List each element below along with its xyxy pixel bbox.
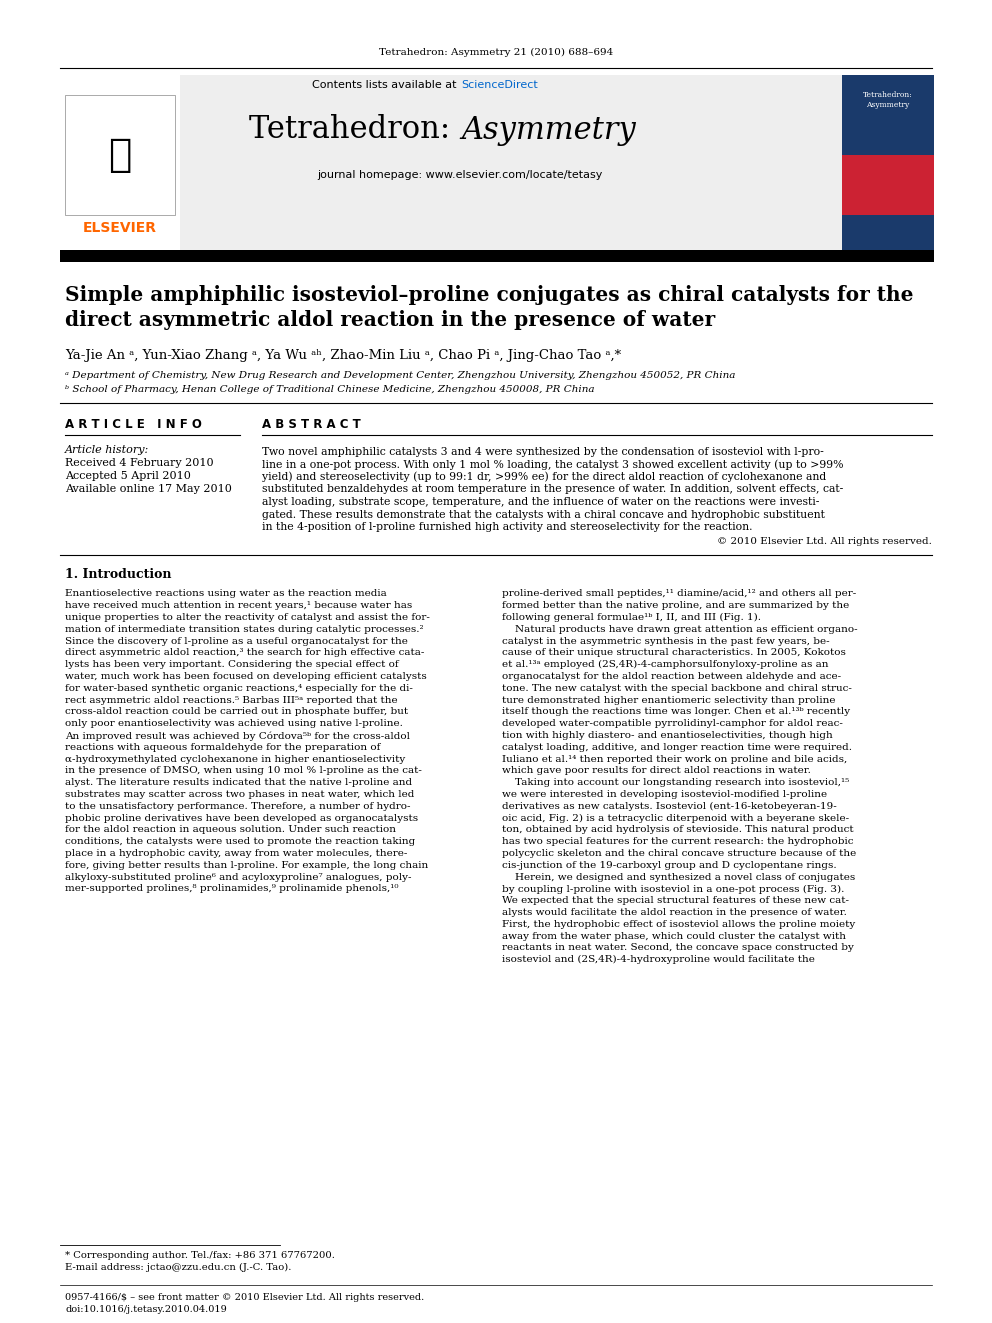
Text: in the 4-position of l-proline furnished high activity and stereoselectivity for: in the 4-position of l-proline furnished…	[262, 523, 753, 532]
Text: tion with highly diastero- and enantioselectivities, though high: tion with highly diastero- and enantiose…	[502, 732, 832, 740]
Text: for water-based synthetic organic reactions,⁴ especially for the di-: for water-based synthetic organic reacti…	[65, 684, 413, 693]
Text: fore, giving better results than l-proline. For example, the long chain: fore, giving better results than l-proli…	[65, 861, 429, 871]
Text: et al.¹³ᵃ employed (2S,4R)-4-camphorsulfonyloxy-proline as an: et al.¹³ᵃ employed (2S,4R)-4-camphorsulf…	[502, 660, 828, 669]
Text: conditions, the catalysts were used to promote the reaction taking: conditions, the catalysts were used to p…	[65, 837, 416, 847]
Text: ScienceDirect: ScienceDirect	[461, 79, 538, 90]
FancyBboxPatch shape	[842, 75, 934, 250]
Text: substituted benzaldehydes at room temperature in the presence of water. In addit: substituted benzaldehydes at room temper…	[262, 484, 843, 495]
Text: direct asymmetric aldol reaction in the presence of water: direct asymmetric aldol reaction in the …	[65, 310, 715, 329]
Text: Tetrahedron: Asymmetry 21 (2010) 688–694: Tetrahedron: Asymmetry 21 (2010) 688–694	[379, 48, 613, 57]
Text: in the presence of DMSO, when using 10 mol % l-proline as the cat-: in the presence of DMSO, when using 10 m…	[65, 766, 422, 775]
Text: alysts would facilitate the aldol reaction in the presence of water.: alysts would facilitate the aldol reacti…	[502, 908, 847, 917]
Text: A R T I C L E   I N F O: A R T I C L E I N F O	[65, 418, 202, 431]
Text: α-hydroxymethylated cyclohexanone in higher enantioselectivity: α-hydroxymethylated cyclohexanone in hig…	[65, 754, 406, 763]
Text: tone. The new catalyst with the special backbone and chiral struc-: tone. The new catalyst with the special …	[502, 684, 852, 693]
Text: ton, obtained by acid hydrolysis of stevioside. This natural product: ton, obtained by acid hydrolysis of stev…	[502, 826, 854, 835]
Text: place in a hydrophobic cavity, away from water molecules, there-: place in a hydrophobic cavity, away from…	[65, 849, 408, 859]
FancyBboxPatch shape	[60, 75, 842, 250]
Text: alyst loading, substrate scope, temperature, and the influence of water on the r: alyst loading, substrate scope, temperat…	[262, 497, 819, 507]
Text: line in a one-pot process. With only 1 mol % loading, the catalyst 3 showed exce: line in a one-pot process. With only 1 m…	[262, 459, 843, 470]
Text: cis-junction of the 19-carboxyl group and D cyclopentane rings.: cis-junction of the 19-carboxyl group an…	[502, 861, 836, 871]
Text: reactions with aqueous formaldehyde for the preparation of: reactions with aqueous formaldehyde for …	[65, 744, 380, 751]
Text: Article history:: Article history:	[65, 445, 149, 455]
Text: away from the water phase, which could cluster the catalyst with: away from the water phase, which could c…	[502, 931, 846, 941]
Text: Iuliano et al.¹⁴ then reported their work on proline and bile acids,: Iuliano et al.¹⁴ then reported their wor…	[502, 754, 847, 763]
Text: itself though the reactions time was longer. Chen et al.¹³ᵇ recently: itself though the reactions time was lon…	[502, 708, 850, 717]
Text: polycyclic skeleton and the chiral concave structure because of the: polycyclic skeleton and the chiral conca…	[502, 849, 856, 859]
Text: catalyst in the asymmetric synthesis in the past few years, be-: catalyst in the asymmetric synthesis in …	[502, 636, 829, 646]
Text: Taking into account our longstanding research into isosteviol,¹⁵: Taking into account our longstanding res…	[502, 778, 849, 787]
Text: formed better than the native proline, and are summarized by the: formed better than the native proline, a…	[502, 601, 849, 610]
Text: mation of intermediate transition states during catalytic processes.²: mation of intermediate transition states…	[65, 624, 424, 634]
Text: cause of their unique structural characteristics. In 2005, Kokotos: cause of their unique structural charact…	[502, 648, 846, 658]
Text: to the unsatisfactory performance. Therefore, a number of hydro-: to the unsatisfactory performance. There…	[65, 802, 411, 811]
Text: A B S T R A C T: A B S T R A C T	[262, 418, 361, 431]
Text: Two novel amphiphilic catalysts 3 and 4 were synthesized by the condensation of : Two novel amphiphilic catalysts 3 and 4 …	[262, 447, 823, 456]
Text: has two special features for the current research: the hydrophobic: has two special features for the current…	[502, 837, 853, 847]
Text: E-mail address: jctao@zzu.edu.cn (J.-C. Tao).: E-mail address: jctao@zzu.edu.cn (J.-C. …	[65, 1262, 292, 1271]
Text: substrates may scatter across two phases in neat water, which led: substrates may scatter across two phases…	[65, 790, 415, 799]
Text: Simple amphiphilic isosteviol–proline conjugates as chiral catalysts for the: Simple amphiphilic isosteviol–proline co…	[65, 284, 914, 306]
Text: Contents lists available at: Contents lists available at	[312, 79, 460, 90]
Text: doi:10.1016/j.tetasy.2010.04.019: doi:10.1016/j.tetasy.2010.04.019	[65, 1306, 227, 1315]
Text: cross-aldol reaction could be carried out in phosphate buffer, but: cross-aldol reaction could be carried ou…	[65, 708, 408, 717]
Text: yield) and stereoselectivity (up to 99:1 dr, >99% ee) for the direct aldol react: yield) and stereoselectivity (up to 99:1…	[262, 472, 826, 483]
Text: oic acid, Fig. 2) is a tetracyclic diterpenoid with a beyerane skele-: oic acid, Fig. 2) is a tetracyclic diter…	[502, 814, 849, 823]
Text: catalyst loading, additive, and longer reaction time were required.: catalyst loading, additive, and longer r…	[502, 744, 852, 751]
Text: * Corresponding author. Tel./fax: +86 371 67767200.: * Corresponding author. Tel./fax: +86 37…	[65, 1250, 335, 1259]
Text: alkyloxy-substituted proline⁶ and acyloxyproline⁷ analogues, poly-: alkyloxy-substituted proline⁶ and acylox…	[65, 873, 412, 881]
Text: Tetrahedron:
Asymmetry: Tetrahedron: Asymmetry	[863, 91, 913, 108]
Text: rect asymmetric aldol reactions.⁵ Barbas III⁵ᵃ reported that the: rect asymmetric aldol reactions.⁵ Barbas…	[65, 696, 398, 705]
Text: Received 4 February 2010: Received 4 February 2010	[65, 458, 213, 468]
Text: Accepted 5 April 2010: Accepted 5 April 2010	[65, 471, 190, 482]
Text: Herein, we designed and synthesized a novel class of conjugates: Herein, we designed and synthesized a no…	[502, 873, 855, 881]
Text: unique properties to alter the reactivity of catalyst and assist the for-: unique properties to alter the reactivit…	[65, 613, 430, 622]
FancyBboxPatch shape	[842, 155, 934, 216]
Text: developed water-compatible pyrrolidinyl-camphor for aldol reac-: developed water-compatible pyrrolidinyl-…	[502, 720, 843, 728]
Text: Enantioselective reactions using water as the reaction media: Enantioselective reactions using water a…	[65, 590, 387, 598]
Text: Natural products have drawn great attention as efficient organo-: Natural products have drawn great attent…	[502, 624, 858, 634]
Text: phobic proline derivatives have been developed as organocatalysts: phobic proline derivatives have been dev…	[65, 814, 418, 823]
Text: which gave poor results for direct aldol reactions in water.: which gave poor results for direct aldol…	[502, 766, 810, 775]
Text: have received much attention in recent years,¹ because water has: have received much attention in recent y…	[65, 601, 413, 610]
FancyBboxPatch shape	[65, 95, 175, 216]
Text: ᵇ School of Pharmacy, Henan College of Traditional Chinese Medicine, Zhengzhou 4: ᵇ School of Pharmacy, Henan College of T…	[65, 385, 594, 394]
Text: following general formulae¹ᵇ I, II, and III (Fig. 1).: following general formulae¹ᵇ I, II, and …	[502, 613, 761, 622]
Text: for the aldol reaction in aqueous solution. Under such reaction: for the aldol reaction in aqueous soluti…	[65, 826, 396, 835]
Text: organocatalyst for the aldol reaction between aldehyde and ace-: organocatalyst for the aldol reaction be…	[502, 672, 841, 681]
Text: mer-supported prolines,⁸ prolinamides,⁹ prolinamide phenols,¹⁰: mer-supported prolines,⁸ prolinamides,⁹ …	[65, 885, 399, 893]
Text: direct asymmetric aldol reaction,³ the search for high effective cata-: direct asymmetric aldol reaction,³ the s…	[65, 648, 425, 658]
Text: Tetrahedron:: Tetrahedron:	[249, 115, 460, 146]
FancyBboxPatch shape	[60, 250, 934, 262]
Text: © 2010 Elsevier Ltd. All rights reserved.: © 2010 Elsevier Ltd. All rights reserved…	[717, 537, 932, 546]
Text: An improved result was achieved by Córdova⁵ᵇ for the cross-aldol: An improved result was achieved by Córdo…	[65, 732, 410, 741]
Text: We expected that the special structural features of these new cat-: We expected that the special structural …	[502, 896, 849, 905]
Text: we were interested in developing isosteviol-modified l-proline: we were interested in developing isostev…	[502, 790, 827, 799]
Text: gated. These results demonstrate that the catalysts with a chiral concave and hy: gated. These results demonstrate that th…	[262, 509, 825, 520]
Text: 0957-4166/$ – see front matter © 2010 Elsevier Ltd. All rights reserved.: 0957-4166/$ – see front matter © 2010 El…	[65, 1293, 425, 1302]
Text: water, much work has been focused on developing efficient catalysts: water, much work has been focused on dev…	[65, 672, 427, 681]
Text: by coupling l-proline with isosteviol in a one-pot process (Fig. 3).: by coupling l-proline with isosteviol in…	[502, 885, 844, 893]
Text: Asymmetry: Asymmetry	[461, 115, 636, 146]
Text: ture demonstrated higher enantiomeric selectivity than proline: ture demonstrated higher enantiomeric se…	[502, 696, 835, 705]
Text: isosteviol and (2S,4R)-4-hydroxyproline would facilitate the: isosteviol and (2S,4R)-4-hydroxyproline …	[502, 955, 814, 964]
Text: derivatives as new catalysts. Isosteviol (ent-16-ketobeyeran-19-: derivatives as new catalysts. Isosteviol…	[502, 802, 836, 811]
Text: Ya-Jie An ᵃ, Yun-Xiao Zhang ᵃ, Ya Wu ᵃʰ, Zhao-Min Liu ᵃ, Chao Pi ᵃ, Jing-Chao Ta: Ya-Jie An ᵃ, Yun-Xiao Zhang ᵃ, Ya Wu ᵃʰ,…	[65, 348, 621, 361]
Text: ELSEVIER: ELSEVIER	[83, 221, 157, 235]
Text: reactants in neat water. Second, the concave space constructed by: reactants in neat water. Second, the con…	[502, 943, 854, 953]
Text: lysts has been very important. Considering the special effect of: lysts has been very important. Consideri…	[65, 660, 399, 669]
Text: Available online 17 May 2010: Available online 17 May 2010	[65, 484, 232, 493]
Text: journal homepage: www.elsevier.com/locate/tetasy: journal homepage: www.elsevier.com/locat…	[317, 169, 603, 180]
FancyBboxPatch shape	[60, 75, 180, 250]
Text: First, the hydrophobic effect of isosteviol allows the proline moiety: First, the hydrophobic effect of isostev…	[502, 919, 855, 929]
Text: only poor enantioselectivity was achieved using native l-proline.: only poor enantioselectivity was achieve…	[65, 720, 403, 728]
Text: 1. Introduction: 1. Introduction	[65, 568, 172, 581]
Text: alyst. The literature results indicated that the native l-proline and: alyst. The literature results indicated …	[65, 778, 412, 787]
Text: 🌳: 🌳	[108, 136, 132, 175]
Text: proline-derived small peptides,¹¹ diamine/acid,¹² and others all per-: proline-derived small peptides,¹¹ diamin…	[502, 590, 856, 598]
Text: Since the discovery of l-proline as a useful organocatalyst for the: Since the discovery of l-proline as a us…	[65, 636, 408, 646]
Text: ᵃ Department of Chemistry, New Drug Research and Development Center, Zhengzhou U: ᵃ Department of Chemistry, New Drug Rese…	[65, 370, 735, 380]
